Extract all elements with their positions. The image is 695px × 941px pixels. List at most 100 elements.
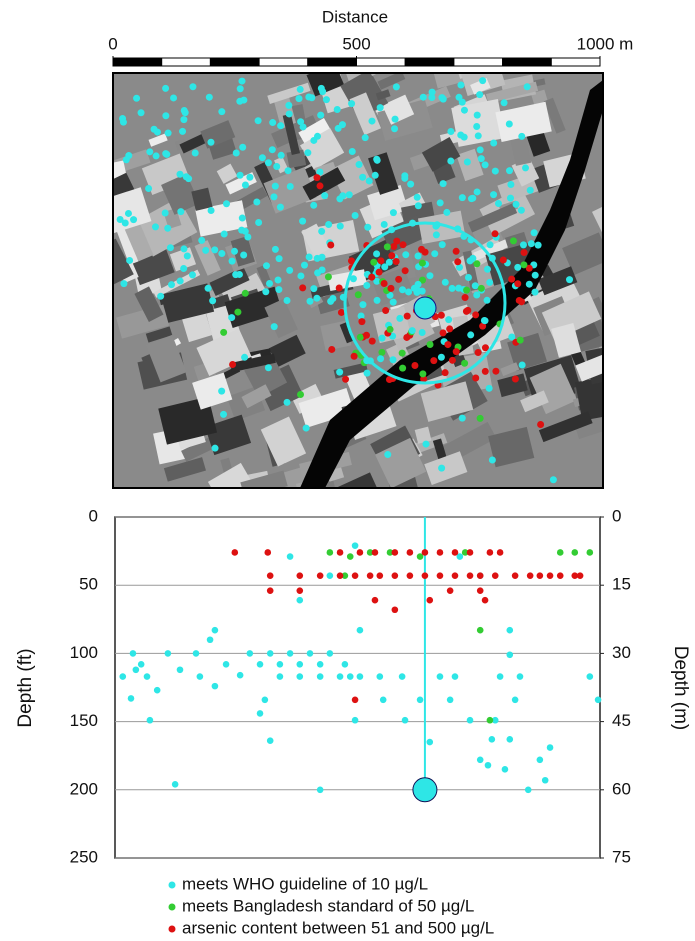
- map-well: [474, 132, 482, 140]
- map-well: [464, 306, 472, 314]
- data-point: [391, 549, 399, 556]
- map-well: [146, 148, 154, 156]
- map-well: [382, 307, 390, 315]
- data-point: [256, 710, 264, 717]
- map-well: [454, 258, 462, 266]
- data-point: [488, 736, 496, 743]
- map-well: [516, 336, 524, 344]
- map-well: [486, 278, 494, 286]
- map-well: [506, 167, 514, 175]
- map-field: [230, 236, 255, 267]
- map-field: [575, 376, 603, 421]
- map-field: [391, 33, 423, 51]
- map-well: [506, 194, 514, 202]
- map-well: [300, 261, 308, 269]
- data-point: [524, 786, 532, 794]
- data-point: [164, 650, 172, 657]
- map-well: [414, 202, 422, 210]
- map-frame: [112, 72, 604, 489]
- map-well: [508, 275, 516, 283]
- map-well: [467, 195, 475, 203]
- map-field: [263, 166, 317, 214]
- map-field: [630, 330, 665, 353]
- map-well: [419, 93, 427, 101]
- data-point: [336, 549, 344, 556]
- data-point: [436, 673, 444, 680]
- map-well: [283, 398, 291, 406]
- map-well: [460, 133, 468, 141]
- map-well: [385, 258, 393, 266]
- data-point: [406, 549, 414, 556]
- data-point: [211, 626, 219, 634]
- map-field: [124, 222, 154, 262]
- map-well: [329, 294, 337, 302]
- data-point: [264, 549, 272, 556]
- map-well: [176, 170, 184, 178]
- map-well: [270, 193, 278, 201]
- map-field: [302, 167, 346, 201]
- map-well: [418, 259, 426, 267]
- map-well: [485, 384, 493, 392]
- map-well: [296, 390, 304, 398]
- map-well: [490, 191, 498, 199]
- map-well: [447, 128, 455, 136]
- map-well: [481, 367, 489, 375]
- data-point: [286, 553, 294, 560]
- map-well: [391, 115, 399, 123]
- map-well: [204, 284, 212, 292]
- map-well: [313, 174, 321, 182]
- map-well: [358, 318, 366, 326]
- data-point: [366, 549, 374, 556]
- map-well-site: [413, 296, 437, 320]
- map-well: [120, 280, 128, 288]
- map-field: [158, 283, 215, 324]
- map-well: [500, 99, 508, 107]
- data-point: [266, 572, 274, 579]
- map-well: [347, 257, 355, 265]
- map-well: [472, 311, 480, 319]
- map-well: [126, 256, 134, 264]
- map-well: [236, 171, 244, 179]
- map-well: [325, 220, 333, 228]
- map-well: [228, 314, 236, 322]
- map-field: [194, 240, 221, 276]
- data-point: [484, 761, 492, 769]
- map-well: [150, 125, 158, 133]
- map-well: [456, 263, 464, 271]
- map-well: [438, 94, 446, 102]
- map-well: [180, 106, 188, 114]
- map-well: [239, 143, 247, 151]
- data-point: [536, 572, 544, 579]
- scale-tick-label: 500: [342, 34, 370, 53]
- data-point: [546, 572, 554, 579]
- map-well: [240, 96, 248, 104]
- map-well: [473, 260, 481, 268]
- map-well: [507, 180, 515, 188]
- map-well: [258, 154, 266, 162]
- map-well: [464, 274, 472, 282]
- map-well: [473, 122, 481, 130]
- map-well: [373, 250, 381, 258]
- data-point: [451, 549, 459, 556]
- map-well: [398, 349, 406, 357]
- map-well: [380, 279, 388, 287]
- map-well: [209, 297, 217, 305]
- map-field: [394, 40, 411, 57]
- scale-segment: [112, 57, 163, 67]
- map-well: [439, 180, 447, 188]
- map-well: [295, 95, 303, 103]
- data-point: [196, 673, 204, 680]
- map-well: [387, 284, 395, 292]
- map-well: [381, 263, 389, 271]
- map-field: [461, 73, 514, 75]
- map-field: [349, 92, 382, 136]
- map-well: [316, 182, 324, 190]
- map-field: [573, 408, 603, 439]
- map-well: [317, 111, 325, 119]
- data-point: [296, 587, 304, 594]
- data-point: [406, 572, 414, 579]
- data-point: [466, 716, 474, 724]
- map-well: [363, 281, 371, 289]
- map-well: [313, 294, 321, 302]
- data-point: [129, 650, 137, 657]
